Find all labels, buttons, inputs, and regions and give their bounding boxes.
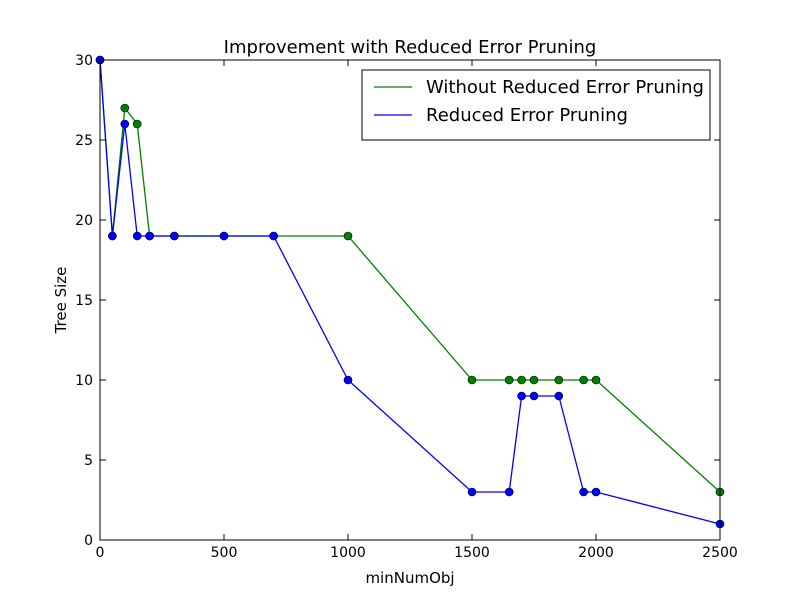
data-point-series-2 xyxy=(170,231,179,241)
data-point-series-1 xyxy=(517,375,526,385)
legend: Without Reduced Error Pruning Reduced Err… xyxy=(361,69,711,141)
legend-label-2: Reduced Error Pruning xyxy=(426,105,628,126)
data-point-series-2 xyxy=(517,391,526,401)
y-tick-label: 0 xyxy=(84,533,93,549)
data-point-series-1 xyxy=(504,375,514,385)
y-tick-label: 10 xyxy=(75,373,93,389)
chart-title: Improvement with Reduced Error Pruning xyxy=(224,37,597,58)
data-point-series-2 xyxy=(504,487,514,497)
data-point-series-1 xyxy=(120,103,130,113)
data-point-series-2 xyxy=(467,487,477,497)
x-tick-label: 2500 xyxy=(702,545,738,561)
data-point-series-2 xyxy=(554,391,564,401)
data-point-series-1 xyxy=(132,119,142,129)
x-tick-label: 1500 xyxy=(454,545,490,561)
data-point-series-2 xyxy=(579,487,588,497)
x-tick-label: 2000 xyxy=(578,545,614,561)
data-point-series-2 xyxy=(529,391,539,401)
legend-box xyxy=(361,69,711,141)
data-point-series-2 xyxy=(120,119,130,129)
legend-label-1: Without Reduced Error Pruning xyxy=(426,77,704,98)
y-tick-label: 5 xyxy=(84,453,93,469)
data-point-series-2 xyxy=(145,231,154,241)
y-tick-label: 30 xyxy=(75,53,93,69)
x-axis-label: minNumObj xyxy=(365,569,454,587)
y-tick-label: 20 xyxy=(75,213,93,229)
y-tick-label: 15 xyxy=(75,293,93,309)
plot-area: 0 500 1000 1500 2000 2500 0 5 10 15 20 25 30 xyxy=(75,53,738,561)
y-axis-label: Tree Size xyxy=(52,267,70,335)
y-tick-label: 25 xyxy=(75,133,93,149)
data-point-series-2 xyxy=(591,487,601,497)
data-point-series-2 xyxy=(219,231,229,241)
data-point-series-2 xyxy=(269,231,278,241)
data-point-series-2 xyxy=(343,375,353,385)
data-point-series-1 xyxy=(467,375,477,385)
data-point-series-2 xyxy=(132,231,142,241)
data-point-series-1 xyxy=(529,375,539,385)
x-tick-label: 0 xyxy=(96,545,105,561)
x-tick-label: 1000 xyxy=(330,545,366,561)
data-point-series-1 xyxy=(554,375,564,385)
data-point-series-1 xyxy=(591,375,601,385)
x-tick-label: 500 xyxy=(211,545,238,561)
data-point-series-1 xyxy=(579,375,588,385)
data-point-series-2 xyxy=(108,231,117,241)
data-point-series-1 xyxy=(343,231,353,241)
